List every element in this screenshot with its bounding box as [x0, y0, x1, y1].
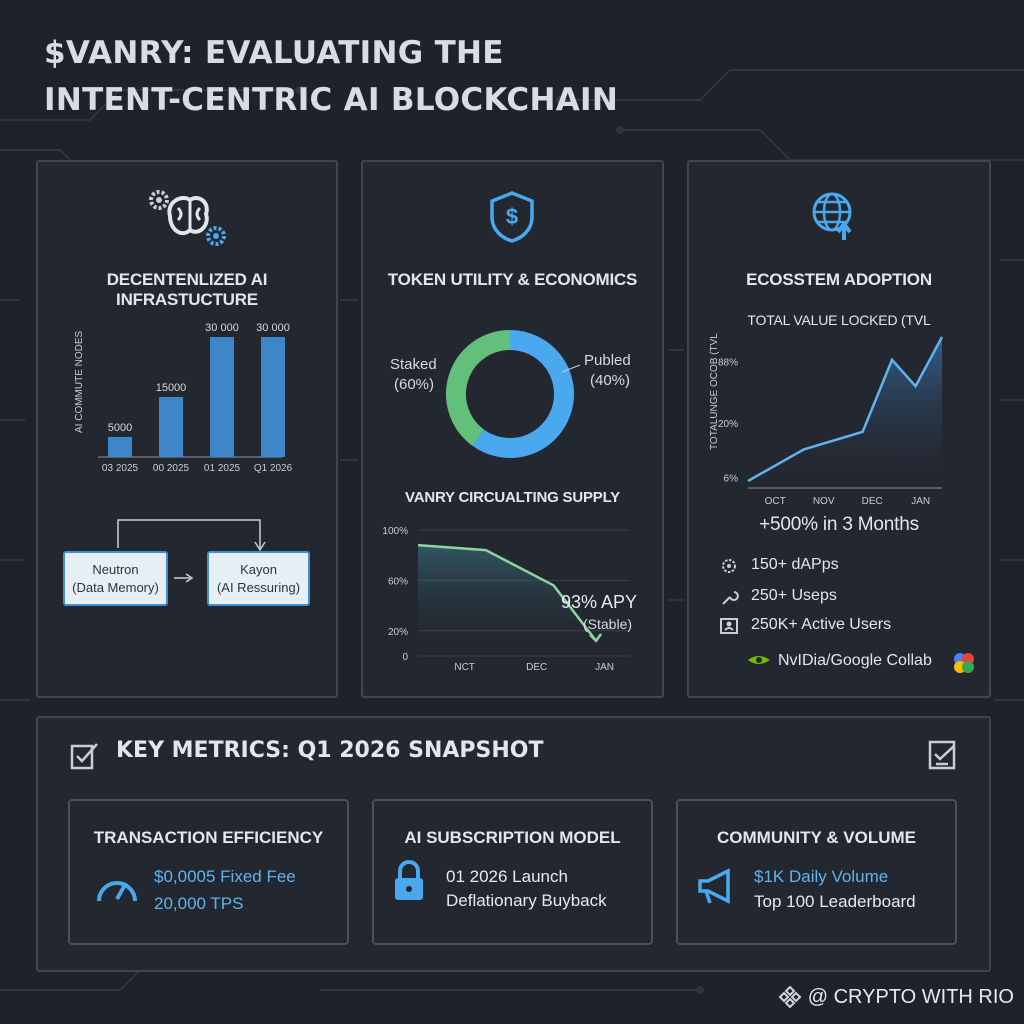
bar-value-label: 5000: [108, 422, 132, 434]
y-tick-label: 60%: [388, 576, 408, 587]
infrastructure-title: DECENTENLIZED AI INFRASTUCTURE: [106, 270, 268, 309]
apy-note: (Stable): [583, 616, 633, 632]
staked-label: Staked: [390, 356, 437, 373]
supply-chart-title: VANRY CIRCUALTING SUPPLY: [405, 489, 620, 506]
y-tick-label: 88%: [718, 358, 738, 369]
stat-collab-text: NvIDia/Google Collab: [778, 652, 932, 669]
binance-logo-icon: [778, 985, 802, 1009]
neutron-box: Neutron (Data Memory): [63, 551, 168, 606]
growth-text: +500% in 3 Months: [759, 514, 919, 535]
supply-arrowhead: [589, 633, 603, 643]
tvl-line: [747, 336, 944, 483]
bar: [159, 397, 183, 457]
x-tick-label: JAN: [911, 496, 930, 507]
token-title: TOKEN UTILITY & ECONOMICS: [387, 270, 638, 289]
bar-category-label: 03 2025: [102, 463, 139, 474]
brain-gears-icon: [149, 190, 226, 246]
x-tick-label: NCT: [454, 662, 475, 673]
bar-category-label: Q1 2026: [254, 463, 293, 474]
lock-icon: [395, 860, 423, 900]
google-logo-icon: [954, 653, 974, 673]
y-tick-label: 0: [402, 652, 408, 663]
title-line-2: INTENT-CENTRIC AI BLOCKCHAIN: [44, 82, 619, 118]
y-tick-label: 100%: [382, 526, 408, 537]
x-tick-label: JAN: [595, 662, 614, 673]
bar-category-label: 01 2025: [204, 463, 241, 474]
neutron-sublabel: (Data Memory): [72, 580, 159, 595]
staking-donut-chart: [446, 330, 574, 458]
speedometer-icon: [97, 881, 137, 902]
ecosystem-title: ECOSSTEM ADOPTION: [746, 270, 932, 289]
metric-card-efficiency: TRANSACTION EFFICIENCY $0,0005 Fixed Fee…: [68, 799, 349, 945]
kayon-label: Kayon: [240, 562, 277, 577]
y-tick-label: 20%: [718, 419, 738, 430]
svg-text:$: $: [506, 204, 518, 229]
nodes-bar-chart: AI COMMUTE NODES 5000 03 2025 15000 00 2025…: [74, 322, 293, 474]
bar-value-label: 30 000: [256, 322, 290, 334]
supply-line: [417, 543, 598, 642]
staked-percent: (60%): [394, 376, 435, 393]
tvl-chart-title: TOTAL VALUE LOCKED (TVL: [747, 312, 931, 328]
metric-card-subscription: AI SUBSCRIPTION MODEL 01 2026 Launch Def…: [372, 799, 653, 945]
bar-value-label: 30 000: [205, 322, 239, 334]
megaphone-icon: [698, 868, 730, 904]
metric-title-subscription: AI SUBSCRIPTION MODEL: [404, 828, 621, 847]
tvl-area-chart: TOTALUNGE OCOB (TVL 6% 20% 88% OCT NOV DEC JAN: [709, 333, 944, 507]
donut-slice: [446, 330, 511, 446]
metric-line2-subscription: Deflationary Buyback: [446, 891, 607, 910]
kayon-sublabel: (AI Ressuring): [216, 580, 301, 595]
title-line-1: $VANRY: EVALUATING THE: [44, 35, 504, 71]
metric-line1-efficiency: $0,0005 Fixed Fee: [154, 867, 296, 886]
page-title: $VANRY: EVALUATING THE INTENT-CENTRIC AI…: [44, 30, 618, 124]
bar: [261, 337, 285, 457]
stat-dapps-text: 150+ dAPps: [751, 556, 839, 573]
metrics-heading: KEY METRICS: Q1 2026 SNAPSHOT: [116, 738, 544, 763]
nvidia-logo-icon: [748, 656, 770, 664]
tvl-y-axis-label: TOTALUNGE OCOB (TVL: [709, 333, 720, 450]
bar: [108, 437, 132, 457]
metric-line2-community: Top 100 Leaderboard: [754, 892, 916, 911]
bar-value-label: 15000: [156, 382, 187, 394]
kayon-box: Kayon (AI Ressuring): [207, 551, 310, 606]
x-tick-label: NOV: [813, 496, 835, 507]
bar: [210, 337, 234, 457]
checklist-icon: [928, 740, 956, 770]
tvl-area: [748, 337, 942, 488]
bar-category-label: 00 2025: [153, 463, 190, 474]
publed-percent: (40%): [590, 372, 631, 389]
footer-text: @ CRYPTO WITH RIO: [807, 985, 1014, 1008]
user-card-icon: [720, 618, 738, 634]
metric-title-community: COMMUNITY & VOLUME: [717, 828, 916, 847]
neutron-label: Neutron: [92, 562, 139, 577]
apy-value: 93% APY: [561, 592, 638, 612]
y-tick-label: 6%: [724, 473, 739, 484]
publed-label: Publed: [584, 352, 631, 369]
y-tick-label: 20%: [388, 627, 408, 638]
supply-area-chart: 100% 60% 20% 0 NCT DEC JAN: [382, 526, 630, 673]
flow-connector: [117, 519, 266, 583]
metric-line1-subscription: 01 2026 Launch: [446, 867, 568, 886]
wrench-icon: [722, 591, 739, 605]
x-tick-label: OCT: [765, 496, 786, 507]
metric-line1-community: $1K Daily Volume: [754, 867, 889, 886]
x-tick-label: DEC: [526, 662, 547, 673]
donut-slice: [472, 330, 574, 458]
globe-arrow-icon: [812, 192, 852, 240]
supply-area: [418, 545, 597, 656]
stat-active-users-text: 250K+ Active Users: [751, 616, 892, 633]
publed-leader-line: [561, 364, 581, 373]
gear-icon: [722, 559, 736, 573]
footer-credit: @ CRYPTO WITH RIO: [778, 985, 1014, 1009]
stat-users-text: 250+ Useps: [751, 587, 837, 604]
infrastructure-panel: [36, 160, 338, 698]
bar-y-axis-label: AI COMMUTE NODES: [74, 330, 85, 433]
x-tick-label: DEC: [862, 496, 883, 507]
checklist-icon: [70, 743, 98, 770]
metric-title-efficiency: TRANSACTION EFFICIENCY: [93, 828, 324, 847]
metric-card-community: COMMUNITY & VOLUME $1K Daily Volume Top …: [676, 799, 957, 945]
metric-line2-efficiency: 20,000 TPS: [154, 894, 244, 913]
shield-dollar-icon: $: [490, 191, 534, 243]
